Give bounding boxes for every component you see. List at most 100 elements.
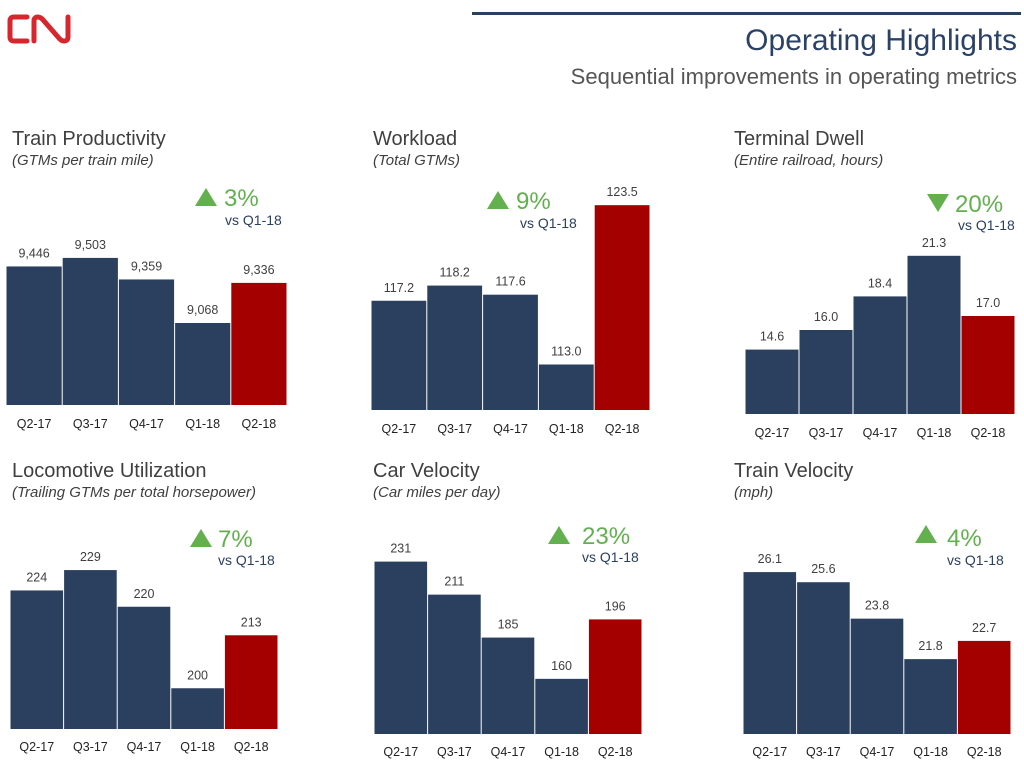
x-tick-label: Q2-17: [382, 422, 417, 436]
page-title: Operating Highlights: [745, 24, 1017, 57]
chart-title: Car Velocity: [373, 460, 480, 482]
data-label: 123.5: [606, 185, 637, 199]
x-tick-label: Q4-17: [491, 745, 526, 759]
bar-q1-18: [904, 659, 957, 734]
bar-q3-17: [797, 582, 850, 734]
data-label: 9,446: [18, 246, 49, 260]
bar-q2-17: [10, 590, 64, 729]
data-label: 17.0: [976, 296, 1000, 310]
bar-q2-18: [961, 316, 1015, 414]
chart-title: Terminal Dwell: [734, 128, 865, 150]
data-label: 211: [444, 575, 464, 589]
data-label: 21.8: [918, 639, 942, 653]
bar-q2-17: [6, 266, 62, 405]
triangle-up-icon: [190, 529, 212, 547]
data-label: 185: [498, 618, 519, 632]
data-label: 21.3: [922, 236, 946, 250]
bar-q3-17: [427, 285, 483, 410]
data-label: 213: [241, 615, 262, 629]
change-comparison: vs Q1-18: [582, 549, 639, 565]
data-label: 9,336: [243, 263, 274, 277]
change-percent: 4%: [947, 525, 982, 552]
chart-subtitle: (Total GTMs): [373, 152, 460, 169]
data-label: 118.2: [440, 266, 470, 280]
x-tick-label: Q4-17: [129, 417, 164, 431]
x-tick-label: Q1-18: [180, 740, 215, 754]
x-tick-label: Q1-18: [549, 422, 584, 436]
x-tick-label: Q3-17: [437, 422, 472, 436]
x-tick-label: Q4-17: [863, 426, 898, 440]
header-rule: [472, 12, 1021, 15]
change-comparison: vs Q1-18: [520, 215, 577, 231]
change-percent: 20%: [955, 191, 1003, 218]
change-comparison: vs Q1-18: [958, 217, 1015, 233]
x-tick-label: Q1-18: [544, 745, 579, 759]
triangle-up-icon: [487, 191, 509, 209]
triangle-up-icon: [915, 525, 937, 543]
data-label: 9,503: [75, 238, 106, 252]
chart-subtitle: (GTMs per train mile): [12, 152, 154, 169]
x-tick-label: Q3-17: [437, 745, 472, 759]
x-tick-label: Q2-17: [383, 745, 418, 759]
x-tick-label: Q1-18: [913, 745, 948, 759]
data-label: 229: [80, 550, 101, 564]
bar-q4-17: [117, 606, 171, 729]
bar-q2-17: [743, 572, 797, 734]
data-label: 18.4: [868, 276, 892, 290]
change-percent: 3%: [224, 185, 259, 212]
data-label: 220: [134, 587, 155, 601]
x-tick-label: Q3-17: [73, 740, 108, 754]
x-tick-label: Q2-18: [234, 740, 269, 754]
bar-q4-17: [850, 618, 904, 734]
x-tick-label: Q3-17: [809, 426, 844, 440]
bar-q4-17: [118, 279, 175, 405]
bar-q3-17: [64, 570, 117, 729]
x-tick-label: Q2-18: [971, 426, 1006, 440]
change-comparison: vs Q1-18: [225, 212, 282, 228]
bar-q2-18: [594, 205, 650, 410]
cn-logo: [7, 14, 71, 44]
triangle-down-icon: [927, 194, 949, 212]
chart-title: Locomotive Utilization: [12, 460, 207, 482]
data-label: 117.6: [495, 275, 525, 289]
x-tick-label: Q4-17: [127, 740, 162, 754]
data-label: 22.7: [972, 621, 996, 635]
bar-q3-17: [62, 257, 118, 405]
change-percent: 23%: [582, 523, 630, 550]
data-label: 16.0: [814, 310, 838, 324]
x-tick-label: Q4-17: [860, 745, 895, 759]
chart-subtitle: (Entire railroad, hours): [734, 152, 884, 169]
data-label: 200: [187, 668, 208, 682]
chart-subtitle: (Car miles per day): [373, 484, 501, 501]
bar-q3-17: [799, 330, 853, 414]
chart-title: Train Productivity: [12, 128, 166, 150]
x-tick-label: Q2-18: [605, 422, 640, 436]
data-label: 23.8: [865, 599, 889, 613]
bar-q1-18: [907, 255, 961, 414]
bar-q2-17: [374, 561, 428, 734]
x-tick-label: Q2-17: [755, 426, 790, 440]
bar-q3-17: [428, 594, 481, 734]
data-label: 14.6: [760, 330, 784, 344]
data-label: 160: [551, 659, 572, 673]
data-label: 196: [605, 599, 626, 613]
bar-q2-18: [588, 619, 642, 734]
data-label: 25.6: [811, 562, 835, 576]
bar-q2-18: [231, 282, 287, 405]
x-tick-label: Q3-17: [73, 417, 108, 431]
bar-q2-18: [957, 640, 1011, 734]
x-tick-label: Q2-17: [19, 740, 54, 754]
bar-q1-18: [175, 323, 231, 405]
bar-q1-18: [538, 364, 594, 410]
x-tick-label: Q2-17: [17, 417, 52, 431]
data-label: 113.0: [551, 344, 581, 358]
chart-title: Workload: [373, 128, 458, 150]
change-percent: 9%: [516, 188, 551, 215]
triangle-up-icon: [548, 526, 570, 544]
triangle-up-icon: [195, 188, 217, 206]
x-tick-label: Q3-17: [806, 745, 841, 759]
data-label: 117.2: [384, 281, 414, 295]
data-label: 9,068: [187, 303, 218, 317]
chart-subtitle: (mph): [734, 484, 774, 501]
data-label: 26.1: [758, 552, 782, 566]
